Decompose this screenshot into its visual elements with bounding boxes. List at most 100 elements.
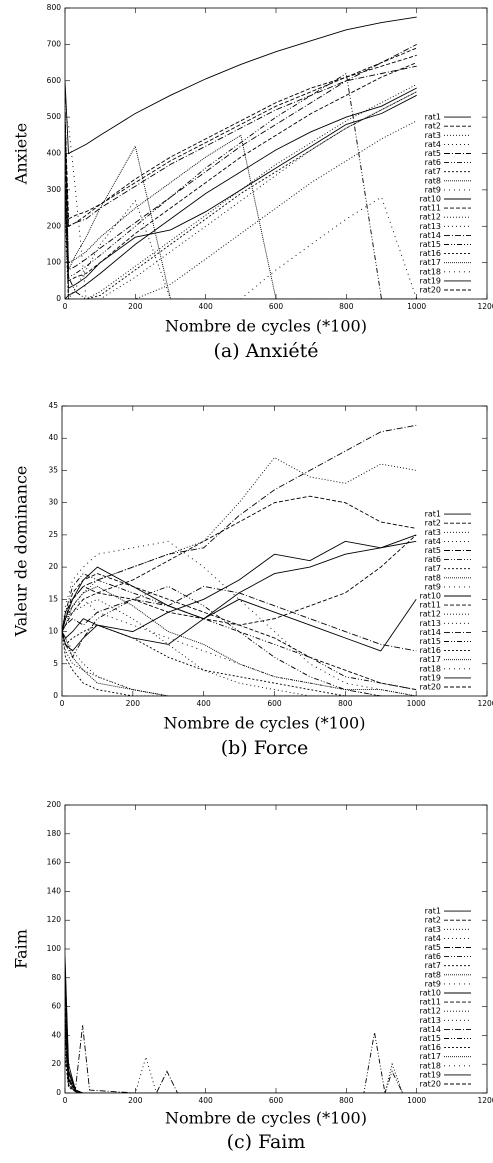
- series-line: [62, 540, 417, 696]
- series-line: [65, 1006, 417, 1093]
- legend-label: rat10: [419, 989, 441, 998]
- series-line: [62, 540, 417, 639]
- x-tick-label: 400: [199, 302, 214, 311]
- legend-label: rat8: [425, 970, 441, 979]
- series-line: [65, 970, 417, 1093]
- series-line: [62, 424, 417, 632]
- series-line: [62, 534, 417, 632]
- y-tick-label: 40: [51, 1030, 61, 1039]
- legend-label: rat16: [419, 646, 441, 655]
- lines: [65, 16, 418, 299]
- x-axis-label: Nombre de cycles (*100): [165, 1109, 367, 1128]
- legend-label: rat7: [425, 167, 441, 176]
- series-line: [65, 116, 417, 299]
- y-tick-label: 120: [47, 915, 62, 924]
- legend-label: rat7: [425, 961, 441, 970]
- legend-label: rat13: [419, 222, 441, 231]
- series-line: [65, 1020, 417, 1093]
- legend-label: rat15: [419, 637, 441, 646]
- x-tick-label: 800: [339, 1096, 354, 1105]
- series-line: [65, 196, 418, 299]
- x-tick-label: 0: [60, 699, 65, 708]
- legend-label: rat19: [419, 673, 441, 682]
- legend-label: rat2: [425, 916, 441, 925]
- series-line: [62, 598, 417, 652]
- y-tick-label: 60: [51, 1002, 61, 1011]
- series-line: [65, 120, 417, 299]
- series-line: [65, 1035, 417, 1093]
- series-line: [62, 598, 417, 696]
- x-axis-label: Nombre de cycles (*100): [164, 714, 366, 733]
- legend-label: rat9: [425, 979, 441, 988]
- y-tick-label: 0: [53, 691, 58, 700]
- legend-label: rat3: [425, 925, 441, 934]
- y-tick-label: 45: [48, 401, 58, 410]
- series-line: [65, 54, 417, 228]
- legend-label: rat19: [419, 276, 441, 285]
- series-line: [65, 98, 417, 299]
- y-tick-label: 800: [47, 3, 62, 12]
- series-line: [65, 1013, 417, 1093]
- series-line: [62, 585, 417, 696]
- series-line: [65, 91, 417, 299]
- legend-label: rat12: [419, 610, 441, 619]
- legend-label: rat20: [419, 1080, 441, 1089]
- x-tick-label: 0: [63, 1096, 68, 1105]
- series-line: [65, 65, 417, 228]
- plot-frame: [61, 405, 488, 697]
- x-tick-label: 400: [197, 699, 212, 708]
- y-tick-label: 0: [56, 294, 61, 303]
- series-line: [65, 1028, 417, 1093]
- series-line: [62, 573, 417, 691]
- legend-label: rat16: [419, 249, 441, 258]
- y-axis-label: Valeur de dominance: [12, 466, 31, 638]
- x-tick-label: 200: [128, 1096, 143, 1105]
- legend-label: rat10: [419, 592, 441, 601]
- legend-label: rat7: [425, 564, 441, 573]
- legend-label: rat15: [419, 240, 441, 249]
- y-axis-label: Anxiete: [12, 123, 31, 185]
- legend-label: rat3: [425, 131, 441, 140]
- y-tick-label: 5: [53, 659, 58, 668]
- y-tick-label: 20: [51, 1059, 61, 1068]
- series-line: [62, 585, 417, 696]
- legend-label: rat5: [425, 149, 441, 158]
- legend-label: rat10: [419, 195, 441, 204]
- series-line: [65, 134, 417, 299]
- series-line: [65, 189, 417, 299]
- y-tick-label: 300: [47, 185, 62, 194]
- legend-label: rat19: [419, 1070, 441, 1079]
- y-tick-label: 20: [48, 562, 58, 571]
- legend-label: rat5: [425, 943, 441, 952]
- y-tick-label: 100: [47, 944, 62, 953]
- x-tick-label: 1000: [407, 1096, 426, 1105]
- x-tick-label: 1000: [407, 302, 426, 311]
- legend-label: rat6: [425, 555, 441, 564]
- series-line: [62, 534, 417, 632]
- y-tick-label: 200: [47, 221, 62, 230]
- series-line: [65, 189, 417, 299]
- legend-label: rat13: [419, 1016, 441, 1025]
- series-line: [65, 144, 417, 299]
- series-line: [65, 72, 417, 299]
- legend-label: rat12: [419, 1007, 441, 1016]
- x-tick-label: 200: [126, 699, 141, 708]
- legend-label: rat17: [419, 655, 441, 664]
- legend-label: rat4: [425, 537, 441, 546]
- x-tick-label: 800: [339, 302, 354, 311]
- y-tick-label: 160: [47, 858, 62, 867]
- series-line: [65, 47, 417, 220]
- x-tick-label: 400: [199, 1096, 214, 1105]
- x-tick-label: 800: [338, 699, 353, 708]
- legend-label: rat11: [419, 998, 441, 1007]
- legend-label: rat6: [425, 952, 441, 961]
- series-line: [62, 573, 417, 691]
- x-tick-label: 600: [269, 1096, 284, 1105]
- series-line: [62, 631, 417, 696]
- legend-label: rat1: [425, 907, 441, 916]
